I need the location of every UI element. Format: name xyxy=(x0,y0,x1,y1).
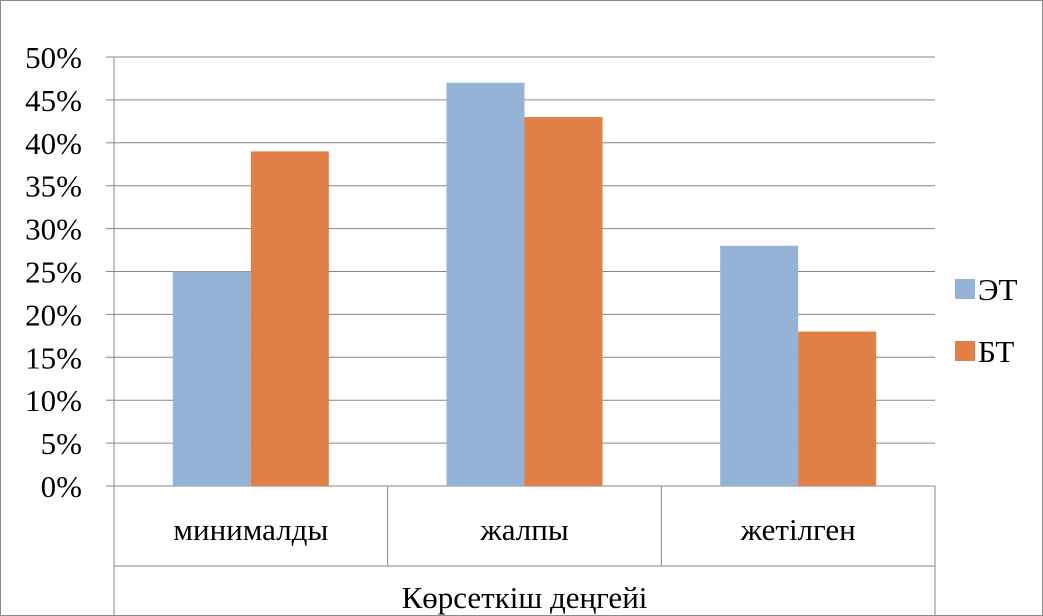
category-labels: минималды жалпы жетілген xyxy=(113,486,936,616)
y-tick-label: 5% xyxy=(41,426,82,461)
legend: ЭТ БТ xyxy=(955,272,1017,369)
y-axis-ticks: 0% 5% 10% 15% 20% 25% 30% 35% 40% 45% 50% xyxy=(25,40,114,504)
y-tick-label: 15% xyxy=(25,340,82,375)
bar-БТ-жалпы xyxy=(524,117,603,486)
y-tick-label: 30% xyxy=(25,212,82,247)
category-group-label: Көрсеткіш деңгейі xyxy=(402,580,648,615)
bar-ЭТ-минималды xyxy=(172,271,251,486)
legend-swatch xyxy=(955,341,975,361)
y-tick-label: 10% xyxy=(25,383,82,418)
bar-ЭТ-жетілген xyxy=(720,245,799,486)
x-category-label: жетілген xyxy=(740,512,856,547)
y-tick-label: 50% xyxy=(25,40,82,75)
y-tick-label: 0% xyxy=(41,469,82,504)
x-category-label: жалпы xyxy=(479,512,569,547)
bar-БТ-жетілген xyxy=(798,331,877,486)
x-category-label: минималды xyxy=(173,512,328,547)
y-tick-label: 35% xyxy=(25,169,82,204)
bars xyxy=(172,82,877,487)
y-tick-label: 45% xyxy=(25,83,82,118)
bar-ЭТ-жалпы xyxy=(446,82,525,487)
legend-swatch xyxy=(955,279,975,299)
bar-БТ-минималды xyxy=(250,151,329,486)
y-tick-label: 20% xyxy=(25,297,82,332)
legend-label: ЭТ xyxy=(978,272,1017,307)
y-tick-label: 40% xyxy=(25,126,82,161)
legend-label: БТ xyxy=(978,334,1014,369)
y-tick-label: 25% xyxy=(25,255,82,290)
